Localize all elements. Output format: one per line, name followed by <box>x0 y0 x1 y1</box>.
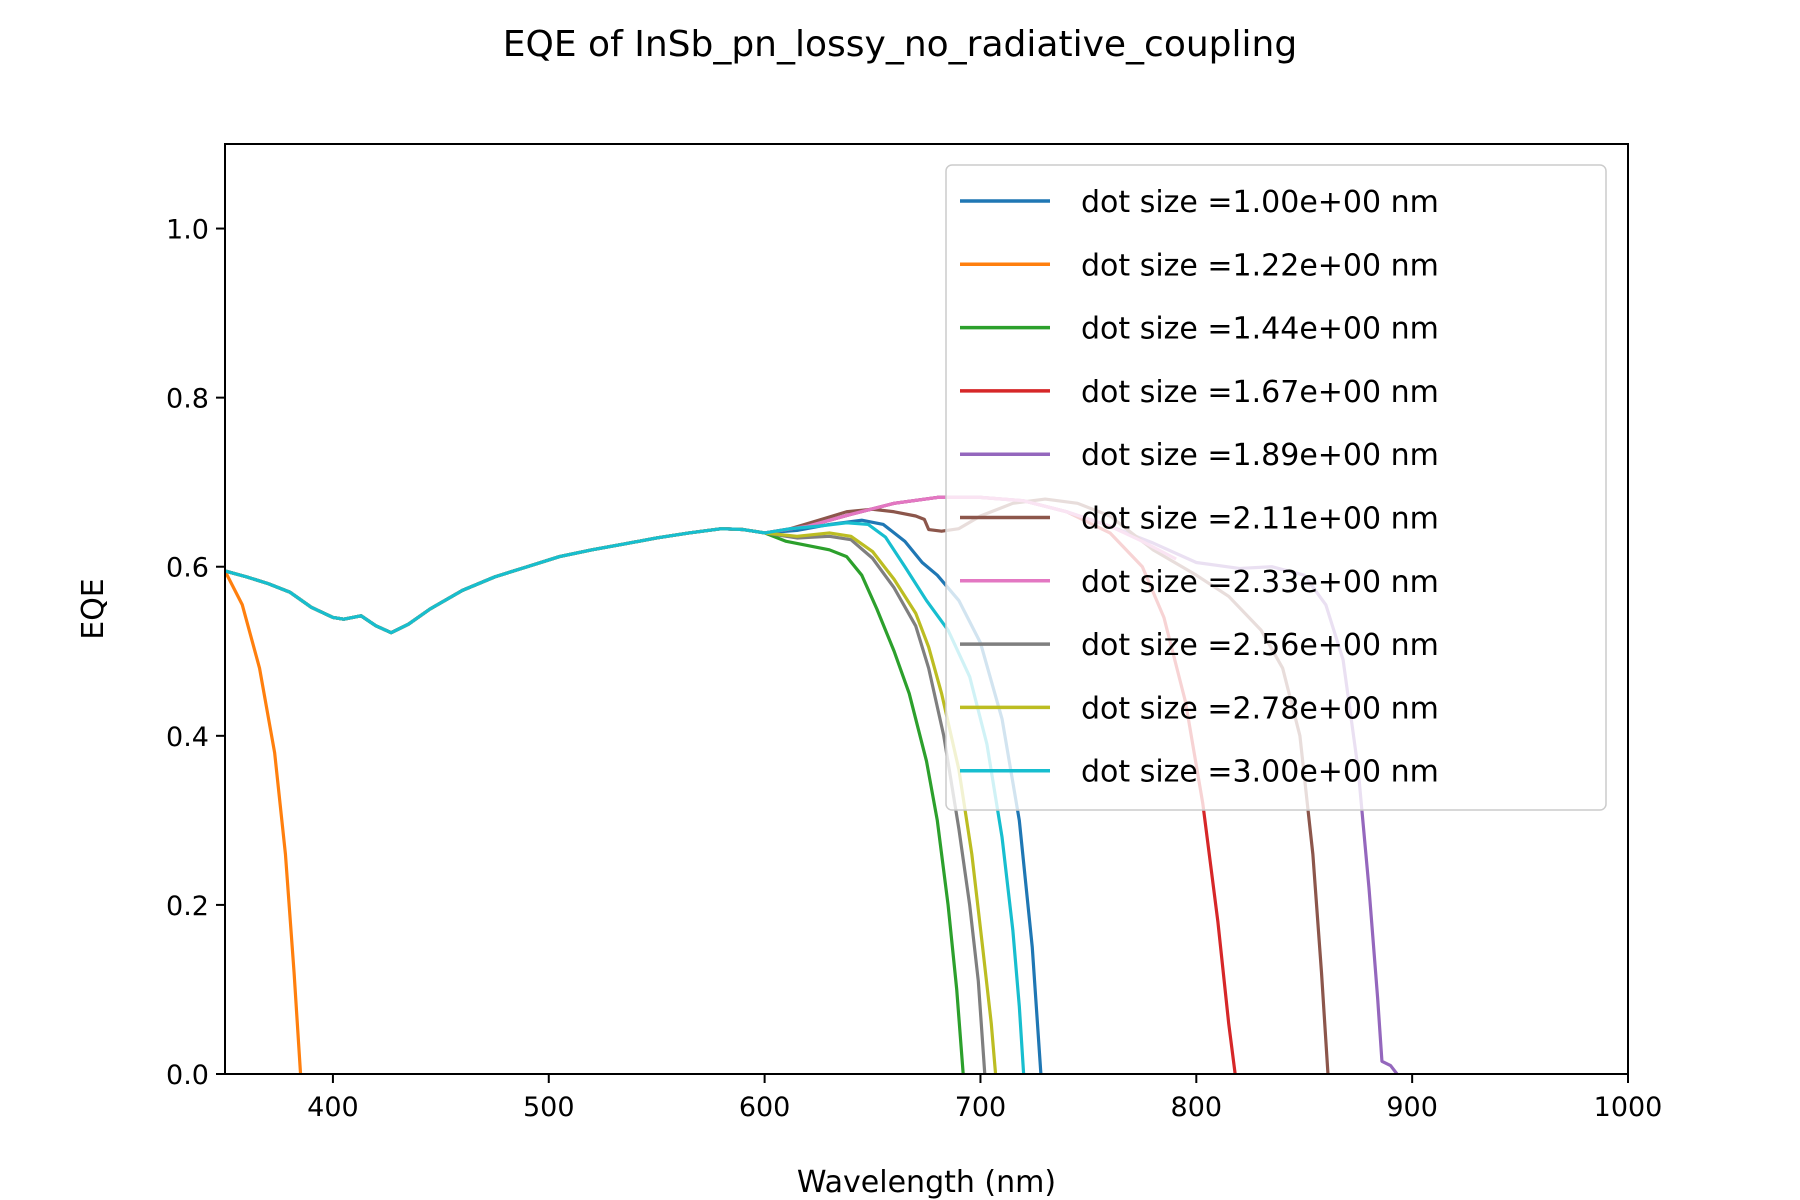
legend-label: dot size =1.89e+00 nm <box>1081 438 1439 473</box>
legend-label: dot size =2.78e+00 nm <box>1081 691 1439 726</box>
legend: dot size =1.00e+00 nm dot size =1.22e+00 … <box>945 164 1607 811</box>
legend-label: dot size =1.67e+00 nm <box>1081 375 1439 410</box>
x-axis-label: Wavelength (nm) <box>797 1165 1056 1200</box>
x-axis: 400 500 600 700 800 900 1000 <box>307 1074 1662 1123</box>
y-axis-label: EQE <box>76 578 111 640</box>
legend-label: dot size =2.33e+00 nm <box>1081 565 1439 600</box>
legend-label: dot size =1.00e+00 nm <box>1081 185 1439 220</box>
y-tick-label: 1.0 <box>166 215 209 246</box>
legend-label: dot size =1.22e+00 nm <box>1081 248 1439 283</box>
axes-frame <box>224 143 1629 1075</box>
y-axis: 0.0 0.2 0.4 0.6 0.8 1.0 <box>166 215 225 1091</box>
x-tick-label: 800 <box>1171 1092 1223 1123</box>
series-line-1 <box>225 518 1043 1074</box>
legend-label: dot size =1.44e+00 nm <box>1081 312 1439 347</box>
series-line-9 <box>225 527 998 1074</box>
y-tick-label: 0.8 <box>166 384 209 415</box>
y-tick-label: 0.6 <box>166 553 209 584</box>
legend-box <box>945 164 1607 811</box>
x-tick-label: 700 <box>955 1092 1007 1123</box>
legend-label: dot size =2.56e+00 nm <box>1081 628 1439 663</box>
chart-title: EQE of InSb_pn_lossy_no_radiative_coupli… <box>503 24 1297 65</box>
x-tick-label: 900 <box>1386 1092 1438 1123</box>
x-tick-label: 500 <box>523 1092 575 1123</box>
series-line-8 <box>225 527 987 1074</box>
series-line-3 <box>225 527 965 1074</box>
series-line-2 <box>225 568 303 1074</box>
x-tick-label: 400 <box>307 1092 359 1123</box>
y-tick-label: 0.0 <box>166 1060 209 1091</box>
x-tick-label: 600 <box>739 1092 791 1123</box>
y-tick-label: 0.4 <box>166 722 209 753</box>
legend-label: dot size =2.11e+00 nm <box>1081 502 1439 537</box>
x-tick-label: 1000 <box>1594 1092 1663 1123</box>
y-tick-label: 0.2 <box>166 891 209 922</box>
legend-label: dot size =3.00e+00 nm <box>1081 755 1439 790</box>
